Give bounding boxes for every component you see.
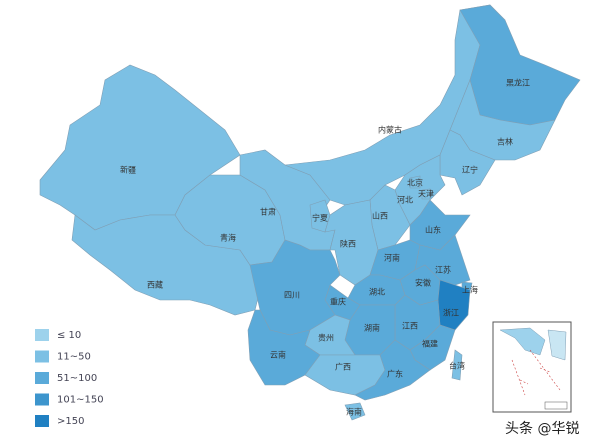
legend-swatch — [35, 350, 49, 363]
legend-swatch — [35, 329, 49, 341]
province-label: 辽宁 — [462, 165, 478, 175]
province — [354, 339, 431, 401]
legend-swatch — [35, 415, 49, 427]
province-label: 山东 — [425, 225, 441, 235]
inset-map — [492, 321, 572, 413]
province-label: 青海 — [220, 233, 236, 243]
province-label: 河北 — [397, 195, 413, 205]
province-label: 湖北 — [369, 288, 385, 297]
province-label: 内蒙古 — [378, 125, 402, 135]
province-label: 新疆 — [120, 165, 136, 175]
province-label: 北京 — [407, 178, 423, 188]
province — [409, 175, 421, 189]
province-label: 云南 — [270, 350, 286, 360]
province-label: 广西 — [335, 362, 351, 372]
province — [344, 402, 366, 421]
province-label: 台湾 — [449, 361, 465, 371]
legend-label: 101~150 — [57, 395, 104, 406]
province-label: 宁夏 — [312, 213, 328, 223]
province-label: 海南 — [346, 407, 362, 417]
province-label: 福建 — [422, 339, 438, 349]
province-label: 上海 — [462, 285, 478, 295]
province-label: 江西 — [402, 322, 418, 331]
province-label: 重庆 — [330, 297, 346, 307]
legend-label: >150 — [57, 416, 84, 427]
province-label: 四川 — [284, 291, 300, 300]
province — [451, 349, 463, 381]
watermark: 头条 @华锐 — [505, 420, 579, 437]
legend-swatch — [35, 393, 49, 406]
province-label: 陕西 — [340, 239, 356, 249]
province-label: 安徽 — [415, 278, 431, 288]
province-label: 黑龙江 — [506, 78, 530, 88]
province-label: 山西 — [372, 211, 388, 221]
legend-label: 11~50 — [57, 352, 91, 363]
province-label: 吉林 — [497, 137, 513, 147]
legend-label: 51~100 — [57, 373, 97, 384]
province-label: 浙江 — [443, 308, 459, 318]
province-label: 西藏 — [147, 280, 163, 290]
province-label: 甘肃 — [260, 207, 276, 217]
legend-swatch — [35, 372, 49, 384]
province-label: 湖南 — [364, 323, 380, 333]
province-label: 天津 — [418, 189, 434, 199]
legend-label: ≤ 10 — [57, 330, 81, 341]
province-label: 贵州 — [318, 333, 334, 343]
province — [421, 188, 431, 200]
province-label: 江苏 — [435, 265, 451, 275]
province-label: 广东 — [387, 369, 403, 379]
province-label: 河南 — [384, 253, 400, 263]
